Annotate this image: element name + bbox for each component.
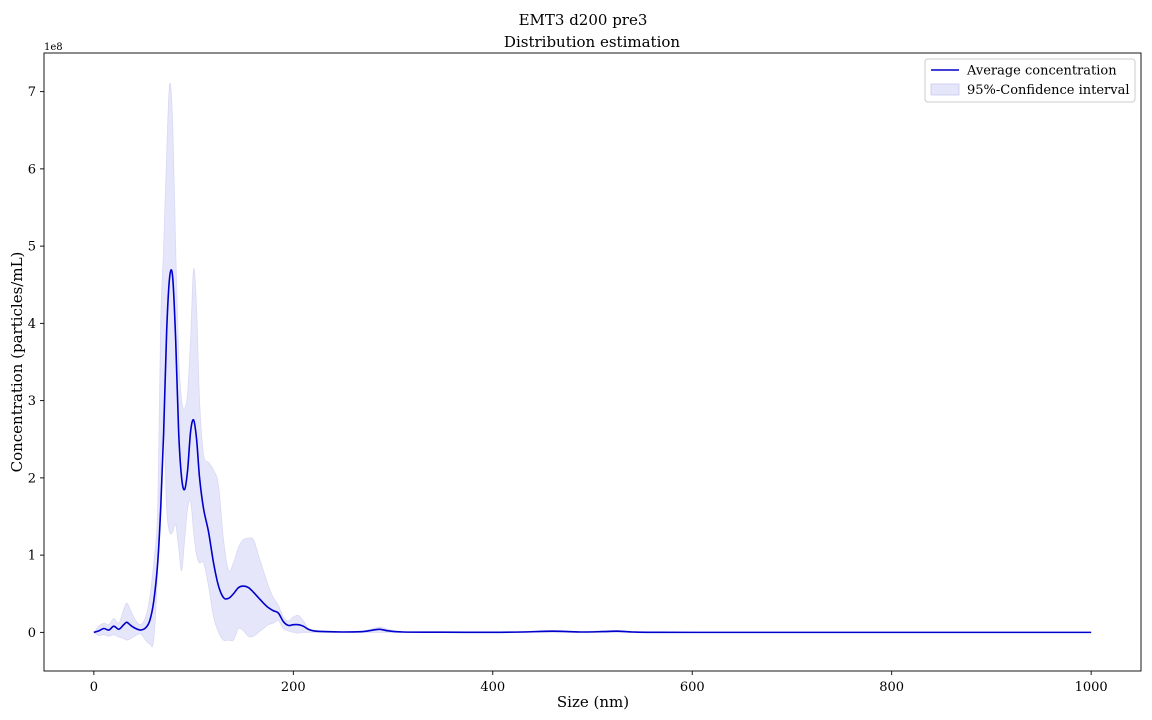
y-axis: 0 1 2 3 4 5 6 7 — [28, 85, 44, 641]
average-concentration-line — [93, 268, 1092, 634]
y-axis-label: Concentration (particles/mL) — [8, 252, 26, 473]
y-tick-label: 6 — [28, 162, 36, 177]
y-tick-label: 3 — [28, 394, 36, 409]
x-tick-label: 800 — [879, 680, 904, 695]
x-tick-label: 600 — [680, 680, 705, 695]
y-offset-label: 1e8 — [44, 42, 63, 53]
plot-frame — [43, 52, 1142, 672]
chart-suptitle: EMT3 d200 pre3 — [519, 11, 648, 29]
x-axis-label: Size (nm) — [557, 693, 629, 711]
legend-label-ci: 95%-Confidence interval — [967, 83, 1130, 98]
y-tick-label: 5 — [28, 240, 36, 255]
legend: Average concentration 95%-Confidence int… — [924, 58, 1136, 103]
y-tick-label: 4 — [28, 317, 36, 332]
x-axis: 0 200 400 600 800 1000 — [90, 671, 1108, 695]
legend-box — [924, 58, 1136, 103]
x-tick-label: 200 — [281, 680, 306, 695]
y-tick-label: 0 — [28, 626, 36, 641]
x-tick-label: 400 — [480, 680, 505, 695]
legend-band-swatch — [930, 83, 960, 96]
plot-area — [93, 82, 1092, 648]
y-tick-label: 1 — [28, 549, 36, 564]
chart-title: Distribution estimation — [504, 33, 680, 51]
legend-label-average: Average concentration — [966, 64, 1117, 79]
x-tick-label: 0 — [90, 680, 98, 695]
confidence-interval-band — [93, 82, 1092, 648]
x-tick-label: 1000 — [1075, 680, 1108, 695]
y-tick-label: 7 — [28, 85, 36, 100]
y-tick-label: 2 — [28, 471, 36, 486]
